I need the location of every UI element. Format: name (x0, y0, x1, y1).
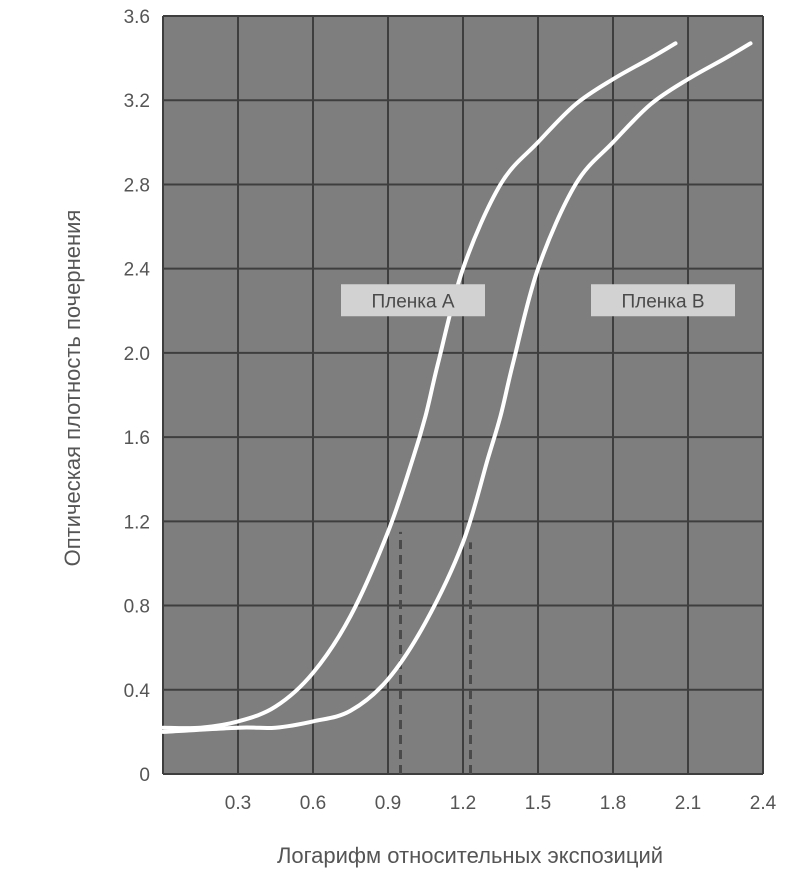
curve-label-box (591, 284, 735, 317)
y-tick-label: 3.6 (124, 7, 150, 28)
curve-label-box (341, 284, 485, 317)
y-tick-label: 2.4 (124, 260, 151, 281)
x-tick-label: 1.5 (525, 793, 551, 814)
y-tick-label: 2.0 (124, 344, 150, 365)
y-axis-title: Оптическая плотность почернения (60, 210, 85, 567)
series-line (161, 41, 753, 734)
y-tick-label: 1.6 (124, 428, 150, 449)
x-tick-label: 2.1 (675, 793, 701, 814)
curve-labels: Пленка A Пленка B (341, 284, 735, 317)
grid (162, 15, 764, 775)
y-tick-label: 0.8 (124, 597, 150, 618)
curve-label: Пленка B (621, 291, 704, 312)
y-tick-label: 0 (139, 765, 150, 786)
x-tick-label: 1.2 (450, 793, 476, 814)
x-tick-label: 1.8 (600, 793, 626, 814)
x-tick-labels: 0.3 0.6 0.9 1.2 1.5 1.8 2.1 2.4 (225, 793, 777, 814)
curve-label: Пленка A (371, 291, 454, 312)
y-tick-label: 2.8 (124, 175, 150, 196)
series-line (161, 41, 678, 731)
curves (161, 41, 753, 734)
x-axis-title: Логарифм относительных экспозиций (277, 843, 663, 868)
x-tick-label: 0.3 (225, 793, 251, 814)
y-tick-labels: 0 0.4 0.8 1.2 1.6 2.0 2.4 2.8 3.2 3.6 (124, 7, 151, 786)
y-tick-label: 0.4 (124, 681, 151, 702)
x-tick-label: 0.6 (300, 793, 326, 814)
y-tick-label: 3.2 (124, 91, 150, 112)
x-tick-label: 2.4 (750, 793, 777, 814)
y-tick-label: 1.2 (124, 512, 150, 533)
x-tick-label: 0.9 (375, 793, 401, 814)
reference-lines (399, 531, 472, 774)
